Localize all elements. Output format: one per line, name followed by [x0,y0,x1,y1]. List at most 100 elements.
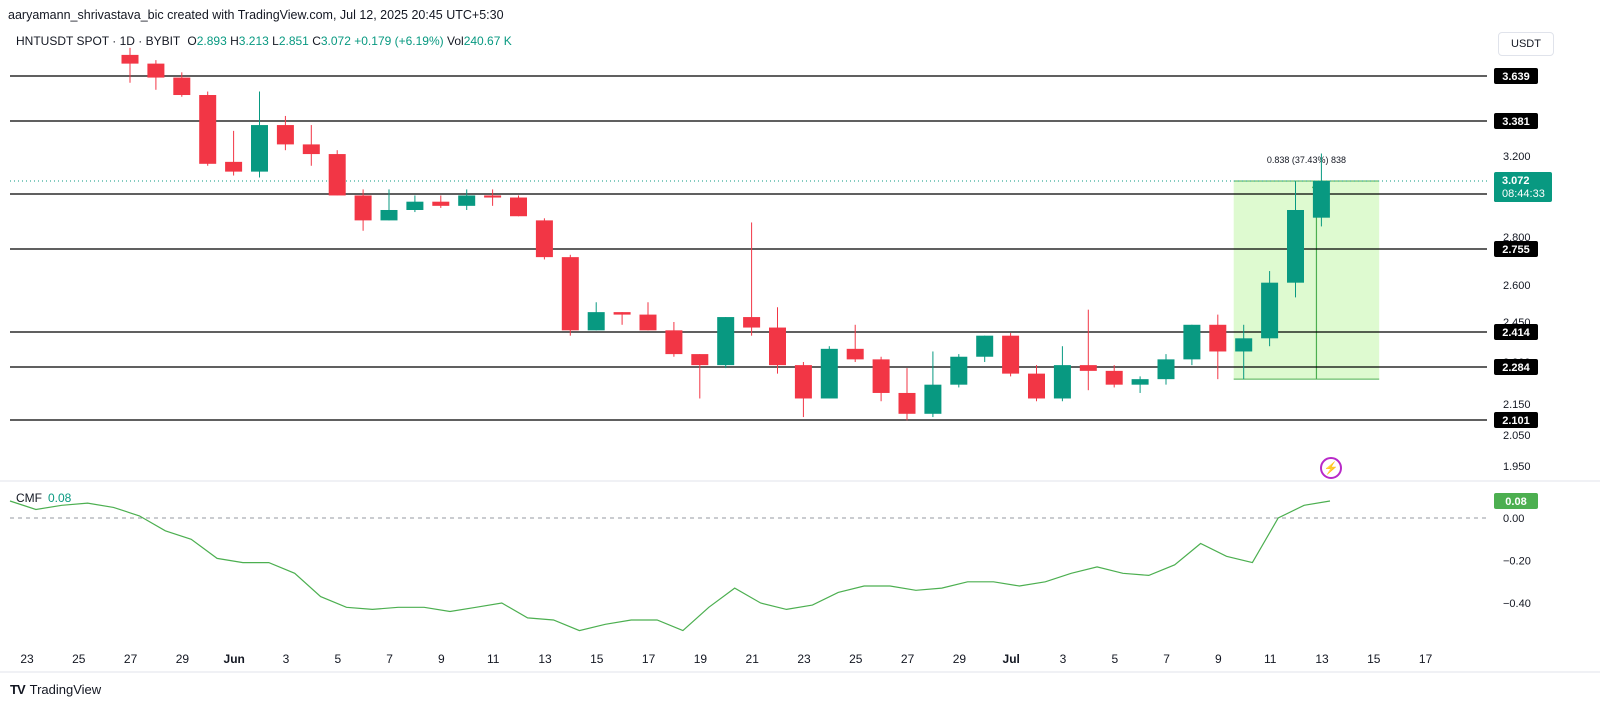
candle-body[interactable] [976,335,994,357]
candle-body[interactable] [1235,338,1253,352]
candle-body[interactable] [302,144,320,155]
candle-body[interactable] [1287,209,1304,283]
x-tick-label: 17 [1419,652,1433,666]
cmf-tick-label: 0.00 [1503,513,1524,525]
x-tick-label: 13 [538,652,552,666]
candle-body[interactable] [1028,373,1045,399]
x-tick-label: 3 [283,652,290,666]
candle-body[interactable] [691,354,709,366]
level-label-box [1494,113,1538,129]
candle-body[interactable] [510,197,527,217]
candle-body[interactable] [328,154,346,196]
cmf-line[interactable] [9,500,1331,632]
x-tick-label: 9 [1215,652,1222,666]
candle-body[interactable] [484,195,502,198]
cmf-legend[interactable]: CMF 0.08 [16,491,71,505]
candle-body[interactable] [1105,370,1123,385]
candle-body[interactable] [1261,282,1279,339]
level-label-box [1494,324,1538,340]
price-tick-label: 1.950 [1503,461,1531,473]
candle-body[interactable] [561,257,579,331]
candle-body[interactable] [924,384,942,414]
candle-body[interactable] [769,327,786,366]
open-value: 2.893 [196,34,227,48]
candle-body[interactable] [1157,359,1175,380]
candle-body[interactable] [432,201,450,206]
candle-body[interactable] [665,330,683,355]
x-tick-label: 23 [797,652,811,666]
candle-body[interactable] [251,125,268,172]
tv-logo-text: TradingView [29,682,102,697]
level-label: 3.381 [1502,116,1530,128]
tradingview-logo[interactable]: TV TradingView [10,682,101,697]
candle-body[interactable] [717,317,735,366]
bolt-icon[interactable]: ⚡ [1320,457,1342,479]
candle-body[interactable] [121,54,139,64]
last-price-value: 3.072 [1502,175,1530,187]
candle-body[interactable] [1183,324,1201,360]
candle-body[interactable] [147,63,165,78]
open-label: O [187,34,197,48]
x-tick-label: 15 [590,652,604,666]
cmf-label: CMF [16,491,42,505]
cmf-value-tag [1494,493,1538,509]
candle-body[interactable] [820,348,838,399]
x-tick-label: 15 [1367,652,1381,666]
candle-body[interactable] [1053,365,1071,399]
candle-body[interactable] [639,314,657,331]
price-tick-label: 2.600 [1503,280,1531,292]
candle-body[interactable] [1079,365,1097,371]
candle-body[interactable] [898,392,916,414]
last-price-tag[interactable] [1494,172,1552,202]
candle-body[interactable] [872,359,890,393]
candle-body[interactable] [743,317,761,328]
candle-body[interactable] [1002,335,1020,374]
high-label: H [230,34,239,48]
x-tick-label: 25 [849,652,863,666]
vol-label: Vol [447,34,464,48]
x-tick-label: 19 [694,652,708,666]
x-tick-label: 13 [1315,652,1329,666]
candle-body[interactable] [354,195,372,221]
x-tick-label: 3 [1060,652,1067,666]
close-label: C [312,34,321,48]
level-label: 2.414 [1502,327,1530,339]
candle-body[interactable] [1131,379,1149,385]
candle-body[interactable] [458,195,476,206]
candle-body[interactable] [535,220,553,258]
symbol-legend[interactable]: HNTUSDT SPOT · 1D · BYBIT O2.893 H3.213 … [16,34,512,48]
candle-body[interactable] [950,356,968,385]
level-label: 2.284 [1502,362,1530,374]
level-label-box [1494,412,1538,428]
author-line: aaryamann_shrivastava_bic created with T… [8,8,504,22]
measure-box[interactable] [1233,181,1380,380]
candle-body[interactable] [406,201,424,210]
candle-body[interactable] [1209,324,1227,352]
candle-body[interactable] [1312,181,1330,218]
candle-body[interactable] [380,209,398,221]
x-tick-label: Jul [1003,652,1020,666]
level-label-box [1494,359,1538,375]
x-tick-label: 7 [386,652,393,666]
x-tick-label: 11 [487,652,500,666]
level-label: 3.639 [1502,71,1530,83]
candle-body[interactable] [613,312,631,315]
x-tick-label: 27 [901,652,915,666]
x-tick-label: 5 [334,652,341,666]
level-label-box [1494,241,1538,257]
price-tick-label: 3.200 [1503,151,1531,163]
candle-body[interactable] [199,95,217,164]
x-tick-label: 9 [438,652,445,666]
candle-body[interactable] [276,125,294,145]
high-value: 3.213 [238,34,269,48]
candle-body[interactable] [173,77,191,96]
currency-selector[interactable]: USDT [1498,32,1554,56]
candle-body[interactable] [794,365,812,399]
close-value: 3.072 [320,34,351,48]
candle-body[interactable] [587,312,605,331]
candle-body[interactable] [225,161,243,172]
level-label: 2.101 [1502,415,1530,427]
measure-label: 0.838 (37.43%) 838 [1267,155,1346,165]
candle-body[interactable] [846,348,864,360]
